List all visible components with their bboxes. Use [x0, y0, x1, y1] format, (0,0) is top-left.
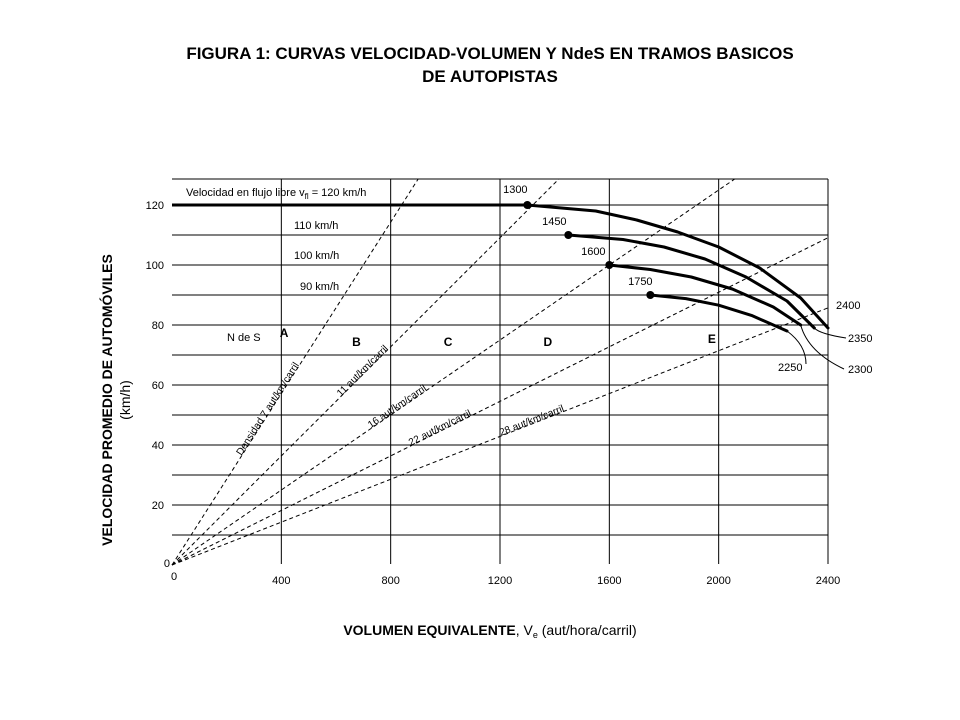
density-line-label: 16 aut/km/carril: [366, 383, 429, 431]
y-tick-label: 120: [146, 200, 164, 212]
ffs-label: 90 km/h: [300, 281, 339, 293]
breakpoint-label: 1450: [542, 216, 566, 228]
speed-flow-curve: [525, 203, 830, 330]
x-axis-title-sub: e: [533, 630, 538, 640]
density-line-label: 28 aut/km/carril: [498, 403, 566, 438]
grid: [172, 178, 829, 564]
y-origin-label: 0: [164, 558, 170, 570]
density-line-label: 11 aut/km/carril: [335, 343, 391, 399]
x-tick-label: 400: [272, 575, 290, 587]
breakpoint-marker: [523, 201, 532, 209]
x-axis-title-main: VOLUMEN EQUIVALENTE: [343, 622, 515, 638]
capacity-label: 2250: [778, 362, 802, 374]
y-tick-label: 100: [146, 260, 164, 272]
breakpoint-marker: [564, 231, 573, 239]
los-prefix-label: N de S: [227, 332, 261, 344]
y-tick-label: 20: [152, 500, 164, 512]
ffs-label: Velocidad en flujo libre vfl = 120 km/h: [186, 187, 366, 201]
y-axis-title-line2: (km/h): [117, 380, 133, 420]
ffs-label: 100 km/h: [294, 250, 339, 262]
x-axis-title-var: , V: [516, 622, 534, 638]
density-line: [171, 237, 829, 566]
speed-flow-curve: [648, 293, 789, 333]
capacity-leader: [786, 330, 807, 365]
y-tick-label: 60: [152, 380, 164, 392]
x-axis-title-unit: (aut/hora/carril): [538, 622, 637, 638]
density-line: [171, 178, 735, 566]
los-letter: B: [352, 335, 361, 349]
y-axis-title-line1: VELOCIDAD PROMEDIO DE AUTOMÓVILES: [98, 254, 115, 546]
capacity-leader: [813, 327, 847, 339]
los-letter: C: [444, 335, 453, 349]
x-tick-label: 1200: [488, 575, 512, 587]
x-tick-label: 1600: [597, 575, 621, 587]
chart-title: FIGURA 1: CURVAS VELOCIDAD-VOLUMEN Y Nde…: [0, 42, 960, 88]
los-letter: A: [280, 326, 289, 340]
y-axis-title: VELOCIDAD PROMEDIO DE AUTOMÓVILES (km/h): [98, 254, 133, 546]
capacity-leader: [800, 324, 845, 370]
x-axis-title: VOLUMEN EQUIVALENTE, Ve (aut/hora/carril…: [343, 622, 636, 640]
density-line-label: Densidad 7 aut/km/carril: [235, 361, 302, 458]
chart-title-line1: FIGURA 1: CURVAS VELOCIDAD-VOLUMEN Y Nde…: [186, 44, 794, 63]
ffs-label: 110 km/h: [294, 220, 338, 232]
x-tick-label: 800: [381, 575, 399, 587]
los-letter: E: [708, 332, 716, 346]
x-tick-label: 2000: [706, 575, 730, 587]
x-origin-label: 0: [171, 571, 177, 583]
speed-flow-curve: [607, 263, 803, 327]
density-line: [171, 307, 829, 566]
density-line-label: 22 aut/km/carril: [407, 408, 473, 448]
density-line: [171, 178, 560, 566]
los-letter: D: [543, 335, 552, 349]
breakpoint-marker: [605, 261, 614, 269]
breakpoint-label: 1750: [628, 276, 652, 288]
breakpoint-label: 1600: [581, 246, 605, 258]
y-tick-label: 80: [152, 320, 164, 332]
y-tick-label: 40: [152, 440, 164, 452]
ffs-label-suffix: = 120 km/h: [309, 187, 367, 199]
capacity-label: 2300: [848, 364, 872, 376]
density-line: [171, 178, 419, 566]
capacity-label: 2400: [836, 300, 860, 312]
chart-title-line2: DE AUTOPISTAS: [422, 67, 558, 86]
breakpoint-marker: [646, 291, 655, 299]
speed-flow-curve: [566, 233, 816, 330]
capacity-label: 2350: [848, 333, 872, 345]
ffs-label-subscript: fl: [305, 192, 309, 201]
x-tick-label: 2400: [816, 575, 840, 587]
breakpoint-label: 1300: [503, 184, 527, 196]
speed-flow-curves: [172, 201, 847, 370]
